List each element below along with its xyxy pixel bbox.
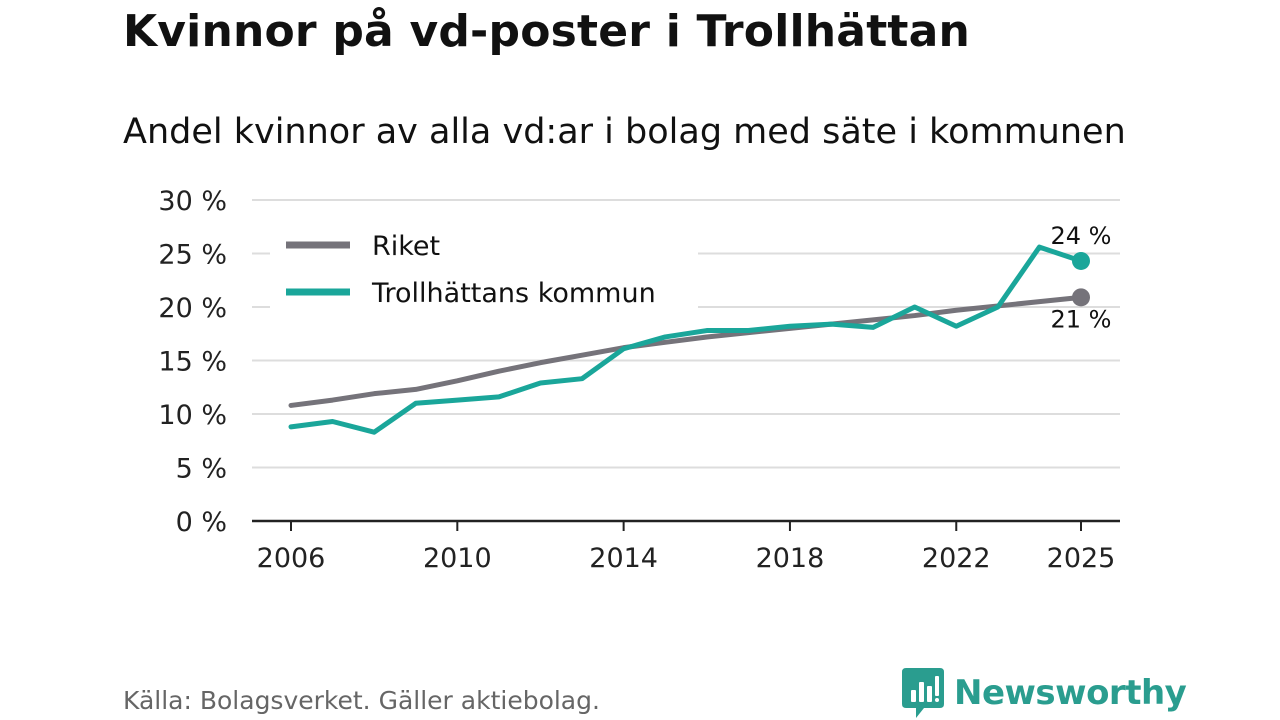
- legend-label-trollhattan: Trollhättans kommun: [371, 278, 656, 309]
- end-label-riket: 21 %: [1051, 305, 1112, 333]
- legend-background: [270, 222, 698, 314]
- x-tick-label-2014: 2014: [589, 543, 658, 574]
- chart-title: Kvinnor på vd-poster i Trollhättan: [123, 6, 971, 57]
- series-line-trollhattan: [288, 244, 1084, 435]
- x-tick-label-2006: 2006: [257, 543, 326, 574]
- y-tick-label-5: 5 %: [176, 454, 227, 485]
- x-tick-label-2010: 2010: [423, 543, 492, 574]
- x-axis-ticks: 2006 2010 2014 2018 2022 2025: [257, 521, 1116, 574]
- y-tick-label-15: 15 %: [158, 347, 227, 378]
- end-labels: 21 % 24 %: [1051, 222, 1112, 333]
- end-label-trollhattan: 24 %: [1051, 222, 1112, 250]
- y-axis-ticks: 0 % 5 % 10 % 15 % 20 % 25 % 30 %: [158, 186, 227, 538]
- end-point-riket: [1072, 288, 1090, 307]
- legend: Riket Trollhättans kommun: [270, 222, 698, 314]
- newsworthy-logo-icon: [902, 668, 944, 718]
- y-tick-label-30: 30 %: [158, 186, 227, 217]
- x-tick-label-2022: 2022: [922, 543, 991, 574]
- x-tick-label-2018: 2018: [756, 543, 825, 574]
- source-note: Källa: Bolagsverket. Gäller aktiebolag.: [123, 686, 600, 715]
- x-tick-label-2025: 2025: [1047, 543, 1116, 574]
- y-tick-label-25: 25 %: [158, 240, 227, 271]
- legend-label-riket: Riket: [372, 231, 440, 262]
- y-tick-label-0: 0 %: [176, 507, 227, 538]
- brand-name: Newsworthy: [954, 673, 1187, 713]
- y-tick-label-10: 10 %: [158, 400, 227, 431]
- y-tick-label-20: 20 %: [158, 293, 227, 324]
- series: [288, 244, 1090, 435]
- brand[interactable]: Newsworthy: [902, 668, 1187, 718]
- end-point-trollhattan: [1072, 251, 1090, 270]
- series-line-riket: [288, 294, 1084, 408]
- chart-subtitle: Andel kvinnor av alla vd:ar i bolag med …: [123, 112, 1126, 152]
